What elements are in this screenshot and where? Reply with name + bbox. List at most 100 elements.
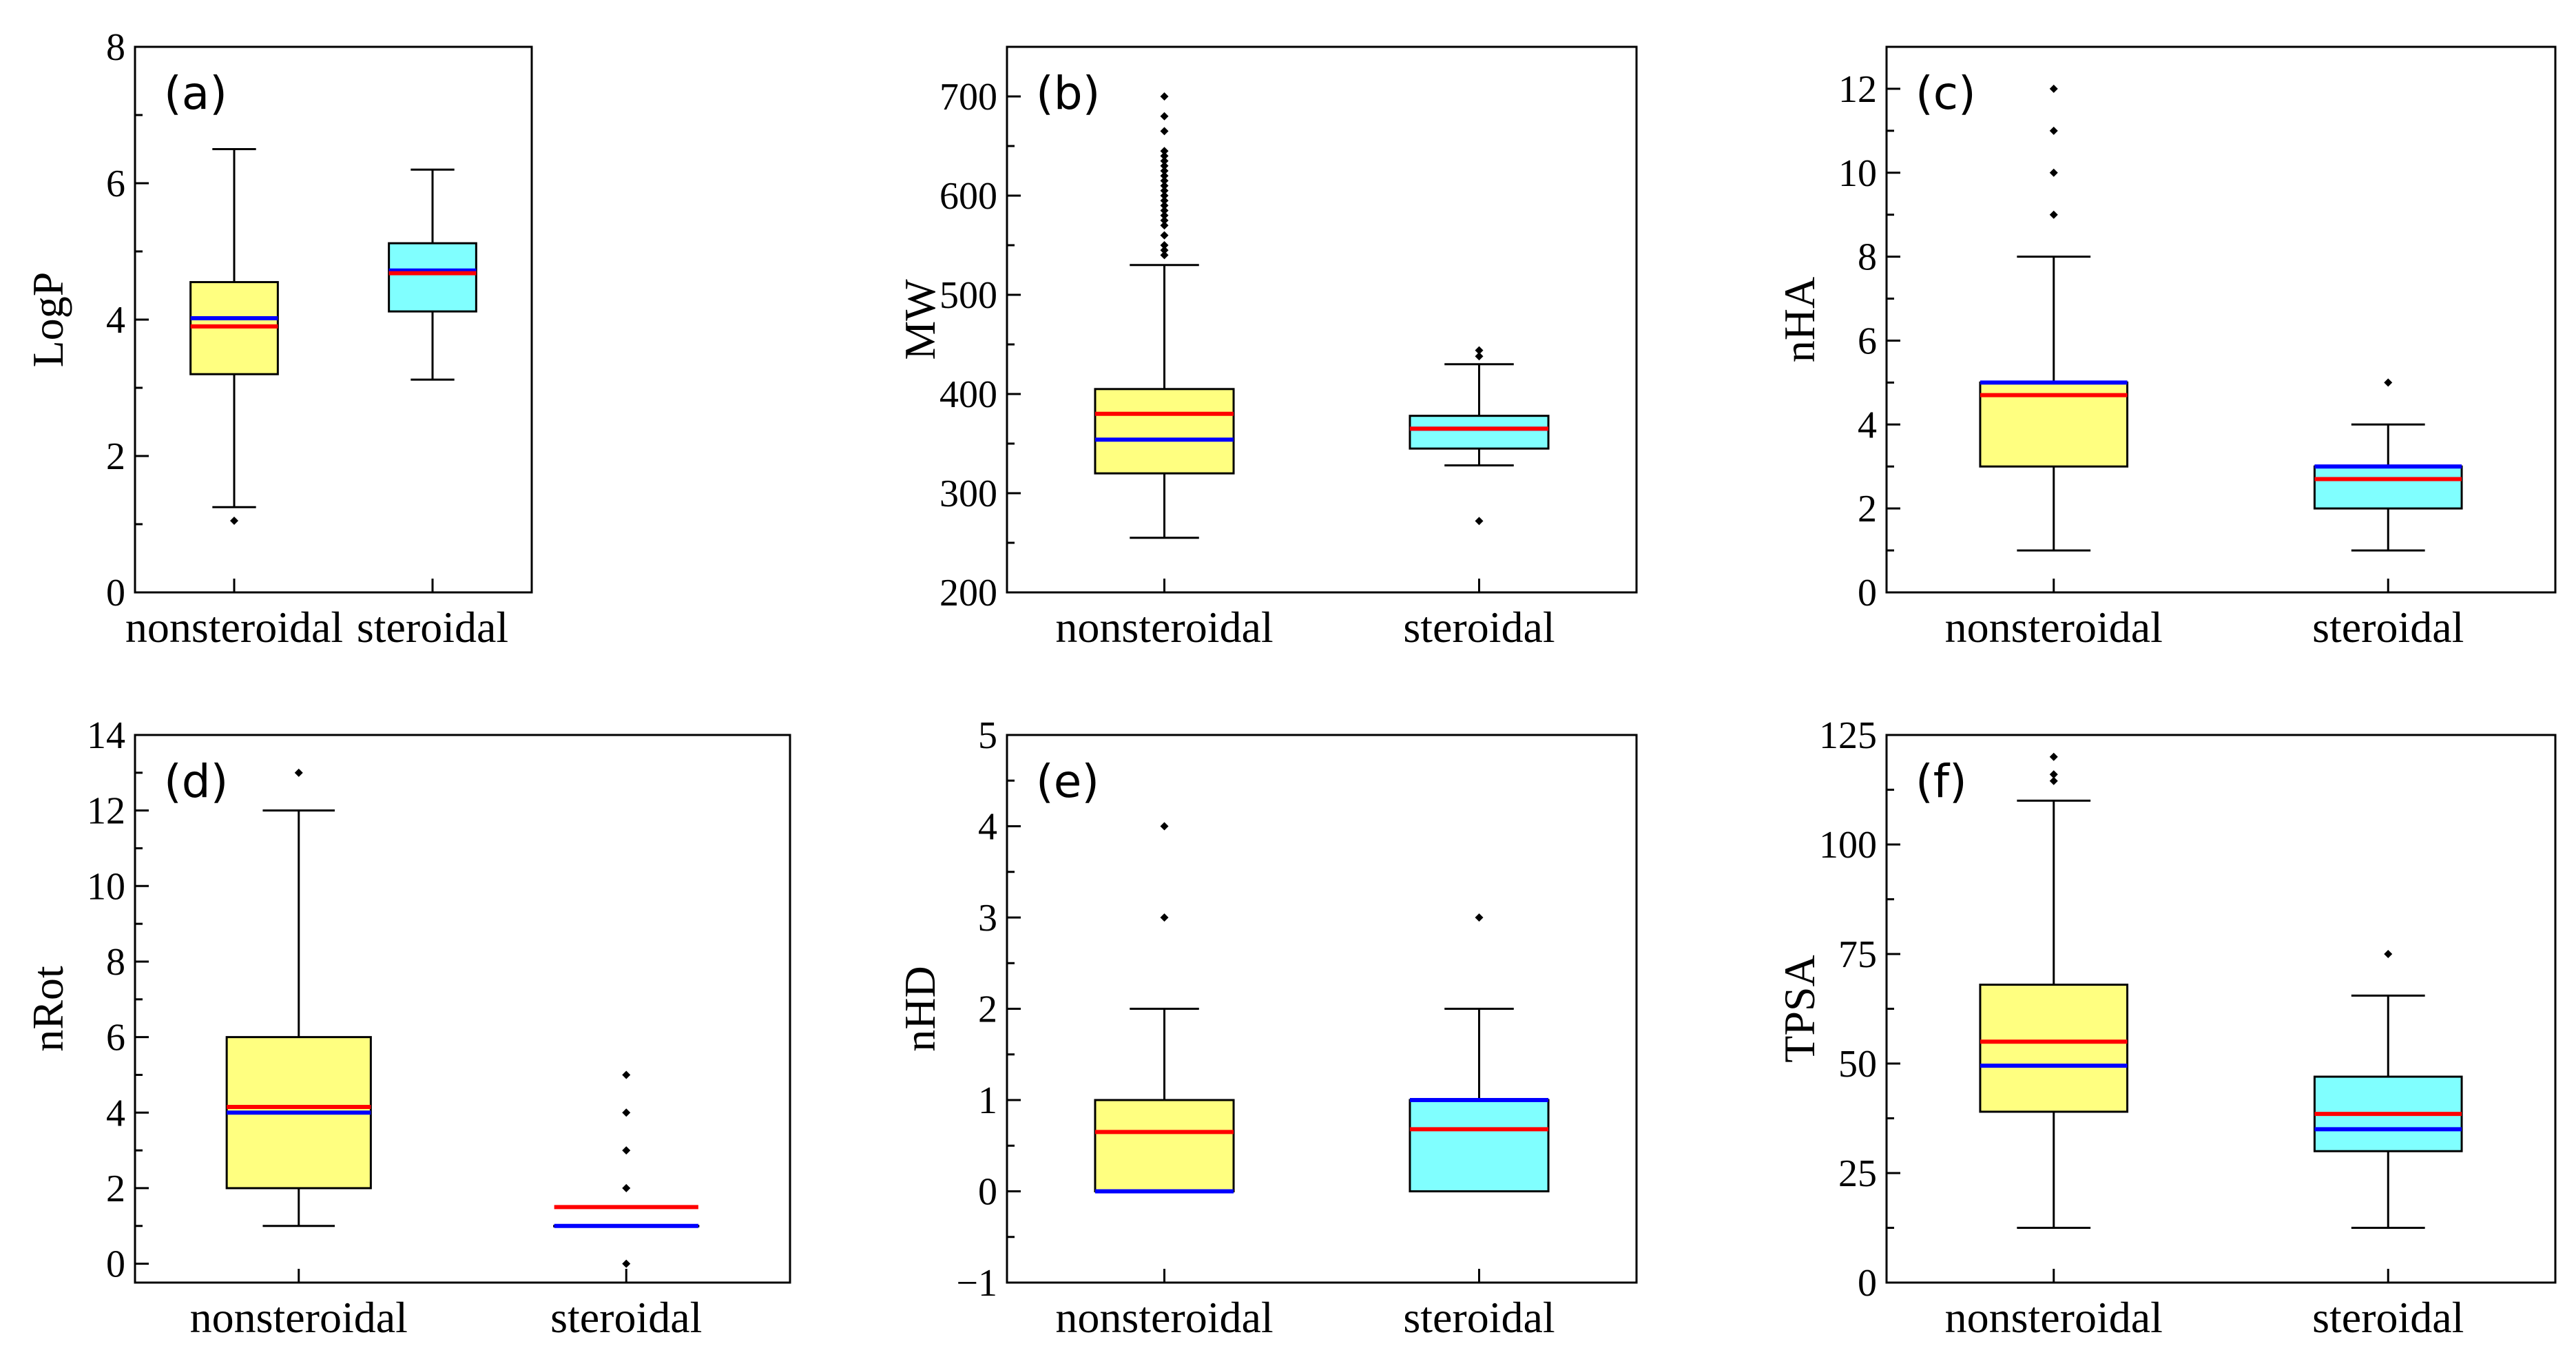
- panel-label: (c): [1915, 67, 1976, 120]
- plot-frame: [134, 734, 791, 1284]
- y-tick-label: 12: [1838, 68, 1877, 111]
- outlier-point: [294, 768, 303, 777]
- box-steroidal: [2313, 378, 2463, 552]
- outlier-point: [1160, 152, 1169, 160]
- y-tick-label: 50: [1838, 1043, 1877, 1086]
- y-tick-label: 5: [978, 714, 997, 757]
- outlier-point: [2384, 378, 2393, 387]
- outlier-point: [1475, 913, 1484, 922]
- outlier-point: [2384, 950, 2393, 958]
- outlier-point: [622, 1070, 631, 1079]
- category-label-steroidal: steroidal: [357, 603, 508, 652]
- category-label-nonsteroidal: nonsteroidal: [1055, 1293, 1273, 1342]
- category-label-steroidal: steroidal: [1403, 603, 1555, 652]
- y-tick-label: 8: [106, 941, 125, 984]
- panel-label: (d): [164, 755, 228, 808]
- y-tick-label: 100: [1819, 824, 1877, 867]
- y-tick-label: 0: [1858, 572, 1877, 614]
- y-tick-label: 700: [939, 76, 997, 118]
- y-tick-label: 0: [106, 572, 125, 614]
- y-tick-label: 3: [978, 897, 997, 940]
- outlier-point: [1160, 156, 1169, 165]
- iqr-box: [388, 242, 477, 313]
- box-nonsteroidal: [189, 148, 279, 526]
- y-axis-title: LogP: [23, 272, 72, 368]
- outlier-point: [1160, 172, 1169, 180]
- outlier-point: [622, 1259, 631, 1268]
- y-tick-label: 0: [1858, 1262, 1877, 1305]
- y-tick-label: 6: [1858, 320, 1877, 362]
- outlier-point: [1160, 201, 1169, 210]
- iqr-box: [2313, 465, 2463, 510]
- outlier-point: [1475, 352, 1484, 361]
- y-tick-label: 75: [1838, 933, 1877, 976]
- y-tick-label: 8: [106, 26, 125, 69]
- box-steroidal: [553, 1070, 700, 1268]
- outlier-point: [1160, 92, 1169, 101]
- outlier-point: [2049, 126, 2058, 135]
- outlier-point: [1160, 191, 1169, 200]
- outlier-point: [622, 1146, 631, 1155]
- box-steroidal: [388, 168, 477, 381]
- panel-label: (e): [1036, 755, 1099, 808]
- category-label-steroidal: steroidal: [2312, 603, 2464, 652]
- box-steroidal: [1409, 913, 1550, 1192]
- category-label-nonsteroidal: nonsteroidal: [1945, 1293, 2163, 1342]
- panel-label: (a): [164, 67, 227, 120]
- outlier-point: [1160, 161, 1169, 170]
- panel-d: 0 2 4 6 8 10 12 14 nonsteroidal steroidal nRot (d): [23, 714, 791, 1342]
- y-tick-label: 4: [106, 1092, 125, 1134]
- outlier-point: [1160, 196, 1169, 205]
- y-tick-label: 10: [87, 865, 125, 908]
- category-label-steroidal: steroidal: [1403, 1293, 1555, 1342]
- outlier-point: [1160, 147, 1169, 156]
- y-tick-label: 1: [978, 1079, 997, 1122]
- panel-e: −1 0 1 2 3 4 5 nonsteroidal steroidal nHD (e): [895, 714, 1638, 1342]
- panel-label: (b): [1036, 67, 1100, 120]
- outlier-point: [622, 1183, 631, 1192]
- y-axis-title: MW: [895, 279, 944, 360]
- y-tick-label: 200: [939, 572, 997, 614]
- plot-frame: [1885, 45, 2557, 594]
- panel-f: 0 25 50 75 100 125 nonsteroidal steroidal TPSA (f…: [1775, 714, 2557, 1342]
- iqr-box: [1409, 415, 1550, 450]
- outlier-point: [1475, 346, 1484, 355]
- plot-frame: [1006, 45, 1638, 594]
- category-label-steroidal: steroidal: [2312, 1293, 2464, 1342]
- outlier-point: [1160, 112, 1169, 121]
- plot-frame: [1006, 734, 1638, 1284]
- category-label-steroidal: steroidal: [550, 1293, 702, 1342]
- outlier-point: [1160, 241, 1169, 249]
- iqr-box: [1094, 1099, 1235, 1192]
- y-tick-label: 2: [106, 435, 125, 478]
- y-tick-label: 12: [87, 790, 125, 833]
- y-axis-title: nRot: [23, 966, 72, 1052]
- outlier-point: [1160, 822, 1169, 831]
- outlier-point: [1475, 517, 1484, 526]
- box-steroidal: [2313, 950, 2463, 1229]
- y-tick-label: 4: [978, 806, 997, 849]
- y-axis-title: TPSA: [1775, 955, 1824, 1063]
- outlier-point: [1160, 206, 1169, 215]
- y-tick-label: 4: [1858, 404, 1877, 446]
- box-steroidal: [1409, 346, 1550, 526]
- y-tick-label: 6: [106, 163, 125, 205]
- outlier-point: [2049, 776, 2058, 785]
- iqr-box: [1409, 1099, 1550, 1192]
- outlier-point: [2049, 168, 2058, 177]
- y-tick-label: 2: [978, 988, 997, 1031]
- outlier-point: [1160, 231, 1169, 240]
- outlier-point: [1160, 246, 1169, 255]
- y-tick-label: 4: [106, 299, 125, 342]
- outlier-point: [1160, 216, 1169, 225]
- outlier-point: [2049, 84, 2058, 93]
- iqr-box: [1094, 388, 1235, 475]
- outlier-point: [2049, 752, 2058, 761]
- y-tick-label: 500: [939, 274, 997, 317]
- y-axis-title: nHD: [895, 966, 944, 1051]
- y-tick-label: 6: [106, 1017, 125, 1059]
- y-tick-label: 0: [978, 1171, 997, 1214]
- y-tick-label: 2: [106, 1168, 125, 1210]
- y-tick-label: 300: [939, 473, 997, 515]
- outlier-point: [230, 517, 238, 526]
